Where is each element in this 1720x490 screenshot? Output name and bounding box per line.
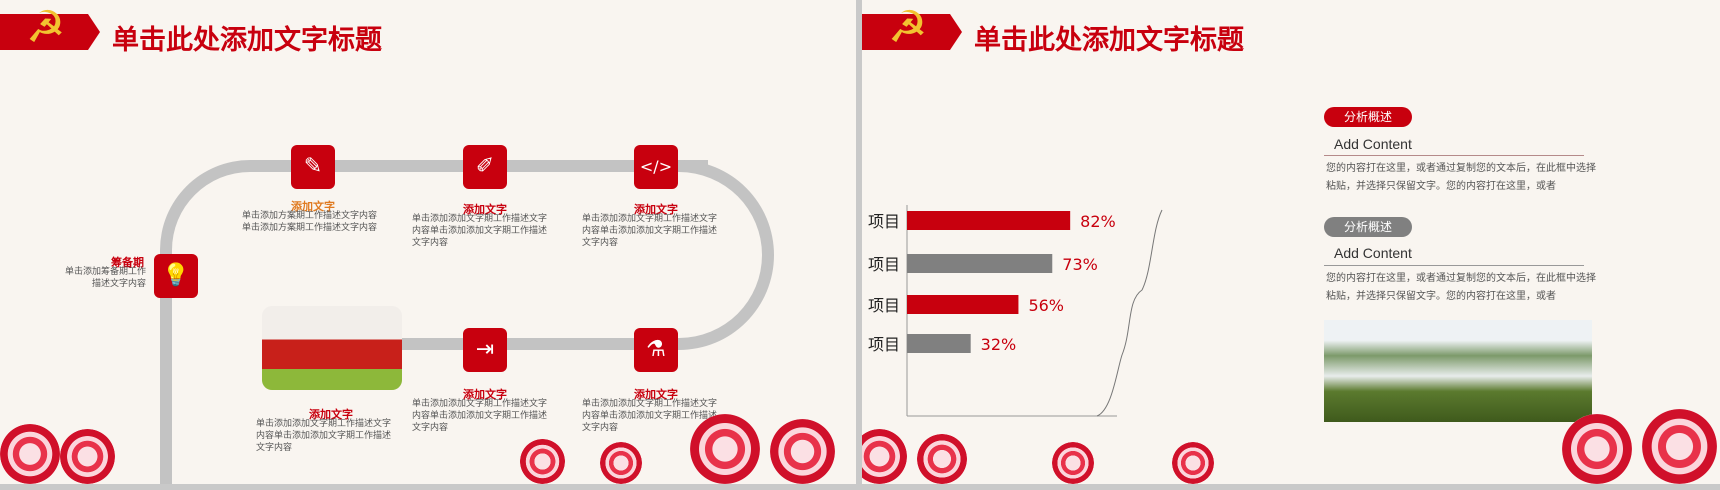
bar [907,254,1053,273]
step-label: 添加文字 [309,408,353,421]
flask-icon[interactable]: ⚗ [634,328,678,372]
value-label: 32% [981,335,1017,354]
track-vertical [160,255,172,484]
step-label: 添加文字 [463,203,507,216]
divider [1324,155,1584,156]
start-desc: 单击添加筹备期工作描述文字内容 [64,267,146,289]
slide-chart: ☭ 单击此处添加文字标题 项目 82% 项目 73% 项目 56% 项目 32% 分析概述 A… [862,0,1720,484]
hammer-sickle-icon: ☭ [26,2,66,53]
bar-chart: 项目 82% 项目 73% 项目 56% 项目 32% [868,205,1163,417]
step-desc: 单击添加添加文字期工作描述文字内容单击添加添加文字期工作描述文字内容 [412,214,548,248]
tiananmen-image [262,306,402,390]
hammer-sickle-icon: ☭ [888,2,928,53]
category-label: 项目 [868,296,900,315]
category-label: 项目 [868,335,900,354]
start-label: 筹备期 [111,256,144,269]
step-desc: 单击添加添加文字期工作描述文字内容单击添加添加文字期工作描述文字内容 [582,214,718,248]
step-desc: 单击添加方案期工作描述文字内容单击添加方案期工作描述文字内容 [242,211,378,233]
track-bottom [400,338,630,350]
section-text: 您的内容打在这里，或者通过复制您的文本后，在此框中选择粘贴，并选择只保留文字。您… [1326,273,1596,302]
step-desc: 单击添加添加文字期工作描述文字内容单击添加添加文字期工作描述文字内容 [412,399,548,433]
step-label: 添加文字 [634,388,678,401]
bar [907,334,971,353]
title-banner [0,14,100,50]
cloud-decoration [0,384,856,484]
cloud-decoration [862,384,1720,484]
value-label: 56% [1028,296,1064,315]
section-heading: Add Content [1334,245,1412,261]
step-desc: 单击添加添加文字期工作描述文字内容单击添加添加文字期工作描述文字内容 [582,399,718,433]
step-desc: 单击添加添加文字期工作描述文字内容单击添加添加文字期工作描述文字内容 [256,419,392,453]
pencil-icon[interactable]: ✎ [291,145,335,189]
title-banner [862,14,962,50]
divider [1324,265,1584,266]
slide-title: 单击此处添加文字标题 [974,25,1244,56]
export-icon[interactable]: ⇥ [463,328,507,372]
bar [907,211,1071,230]
trend-line [1096,209,1163,417]
code-icon[interactable]: </> [634,145,678,189]
brush-icon[interactable]: ✐ [463,145,507,189]
section-badge: 分析概述 [1324,107,1412,127]
step-label: 添加文字 [291,200,335,213]
lightbulb-icon[interactable]: 💡 [154,254,198,298]
category-label: 项目 [868,212,900,231]
step-label: 添加文字 [634,203,678,216]
section-heading: Add Content [1334,136,1412,152]
great-wall-image [1324,320,1592,422]
section-text: 您的内容打在这里，或者通过复制您的文本后，在此框中选择粘贴，并选择只保留文字。您… [1326,163,1596,192]
category-label: 项目 [868,255,900,274]
section-badge: 分析概述 [1324,217,1412,237]
step-label: 添加文字 [463,388,507,401]
value-label: 73% [1062,255,1098,274]
value-label: 82% [1080,212,1116,231]
slide-timeline: ☭ 单击此处添加文字标题 💡 筹备期 单击添加筹备期工作描述文字内容 ✎ 添加文… [0,0,856,484]
slide-title: 单击此处添加文字标题 [112,25,382,56]
bar [907,295,1019,314]
